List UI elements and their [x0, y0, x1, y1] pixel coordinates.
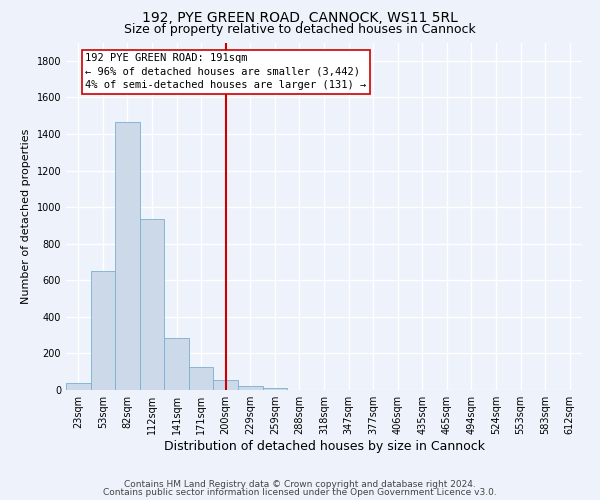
Text: Size of property relative to detached houses in Cannock: Size of property relative to detached ho… [124, 24, 476, 36]
Y-axis label: Number of detached properties: Number of detached properties [21, 128, 31, 304]
Bar [66, 382, 91, 390]
Bar [238, 386, 263, 390]
Bar [140, 219, 164, 390]
Bar [164, 338, 189, 390]
Text: Contains public sector information licensed under the Open Government Licence v3: Contains public sector information licen… [103, 488, 497, 497]
Bar [115, 122, 140, 390]
Bar [214, 380, 238, 390]
Bar [91, 272, 115, 390]
Text: Contains HM Land Registry data © Crown copyright and database right 2024.: Contains HM Land Registry data © Crown c… [124, 480, 476, 489]
Text: 192, PYE GREEN ROAD, CANNOCK, WS11 5RL: 192, PYE GREEN ROAD, CANNOCK, WS11 5RL [142, 12, 458, 26]
Bar [263, 388, 287, 390]
Text: 192 PYE GREEN ROAD: 191sqm
← 96% of detached houses are smaller (3,442)
4% of se: 192 PYE GREEN ROAD: 191sqm ← 96% of deta… [85, 54, 367, 90]
X-axis label: Distribution of detached houses by size in Cannock: Distribution of detached houses by size … [163, 440, 485, 453]
Bar [189, 366, 214, 390]
